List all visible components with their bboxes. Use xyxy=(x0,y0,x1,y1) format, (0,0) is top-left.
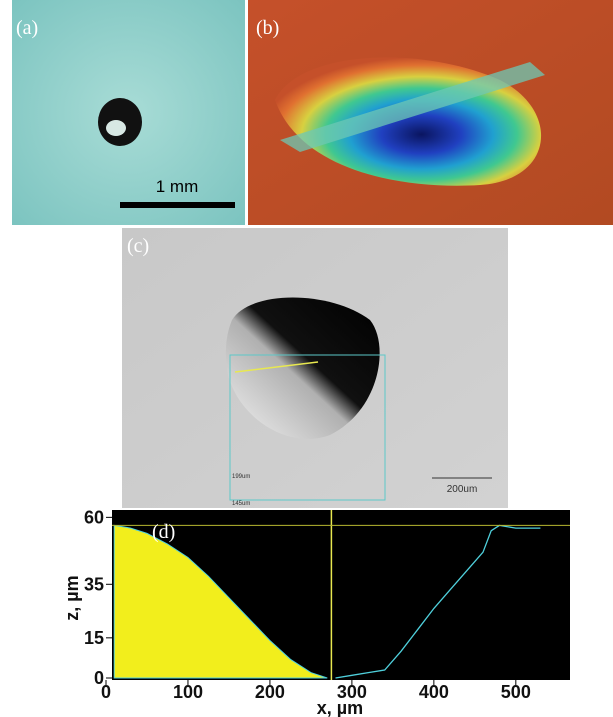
scale-label: 1 mm xyxy=(156,177,199,196)
box-width: 199um xyxy=(232,474,250,480)
panel-label: (d) xyxy=(152,521,175,543)
panel-label: (c) xyxy=(127,235,149,257)
y-tick-label: 60 xyxy=(84,507,104,527)
x-axis-label: x, µm xyxy=(317,698,363,717)
scale-bar xyxy=(120,202,235,208)
panel-label: (a) xyxy=(16,17,38,39)
y-axis-label: z, µm xyxy=(62,575,82,620)
panel-label: (b) xyxy=(256,17,279,39)
scale-label: 200um xyxy=(447,484,478,495)
x-tick-label: 500 xyxy=(501,682,531,702)
box-height: 145um xyxy=(232,501,250,507)
y-tick-label: 15 xyxy=(84,628,104,648)
pit-a-highlight xyxy=(106,120,126,136)
x-tick-label: 200 xyxy=(255,682,285,702)
x-tick-label: 400 xyxy=(419,682,449,702)
x-tick-label: 0 xyxy=(101,682,111,702)
figure: 1 mm (a) (b) 199um 145um 200um (c) 0 15 35… xyxy=(0,0,613,717)
y-tick-label: 35 xyxy=(84,574,104,594)
x-tick-label: 100 xyxy=(173,682,203,702)
